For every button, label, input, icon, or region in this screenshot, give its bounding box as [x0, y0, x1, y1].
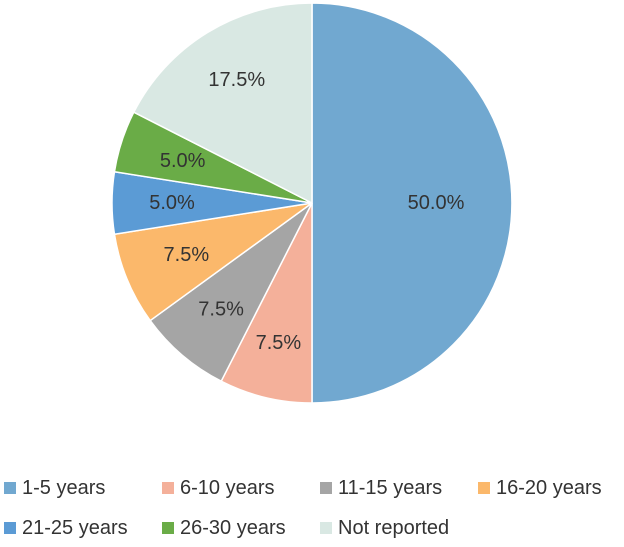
- legend-item-not-reported: Not reported: [320, 517, 449, 539]
- legend-swatch: [162, 482, 174, 494]
- legend-item-26-30-years: 26-30 years: [162, 517, 286, 539]
- legend-label: 21-25 years: [22, 517, 128, 539]
- data-label-11-15-years: 7.5%: [198, 298, 244, 320]
- legend: 1-5 years 6-10 years 11-15 years 16-20 year…: [4, 477, 602, 539]
- data-label-not-reported: 17.5%: [208, 69, 265, 91]
- legend-item-16-20-years: 16-20 years: [478, 477, 602, 499]
- legend-item-6-10-years: 6-10 years: [162, 477, 275, 499]
- legend-swatch: [478, 482, 490, 494]
- data-label-21-25-years: 5.0%: [149, 192, 195, 214]
- legend-swatch: [4, 482, 16, 494]
- legend-label: Not reported: [338, 517, 449, 539]
- data-label-1-5-years: 50.0%: [408, 192, 465, 214]
- legend-label: 1-5 years: [22, 477, 105, 499]
- slice-labels: 50.0% 7.5% 7.5% 7.5% 5.0% 5.0% 17.5%: [149, 69, 464, 354]
- legend-swatch: [4, 522, 16, 534]
- legend-label: 26-30 years: [180, 517, 286, 539]
- pie-slices: [111, 2, 513, 404]
- data-label-16-20-years: 7.5%: [164, 244, 210, 266]
- legend-swatch: [162, 522, 174, 534]
- legend-swatch: [320, 522, 332, 534]
- pie-slice-not-reported: [132, 2, 313, 205]
- legend-item-1-5-years: 1-5 years: [4, 477, 105, 499]
- data-label-6-10-years: 7.5%: [256, 332, 302, 354]
- data-label-26-30-years: 5.0%: [160, 150, 206, 172]
- legend-label: 11-15 years: [338, 477, 442, 499]
- pie-slice-1-5-years: [311, 2, 513, 404]
- legend-item-11-15-years: 11-15 years: [320, 477, 442, 499]
- legend-label: 16-20 years: [496, 477, 602, 499]
- legend-swatch: [320, 482, 332, 494]
- legend-item-21-25-years: 21-25 years: [4, 517, 128, 539]
- legend-label: 6-10 years: [180, 477, 275, 499]
